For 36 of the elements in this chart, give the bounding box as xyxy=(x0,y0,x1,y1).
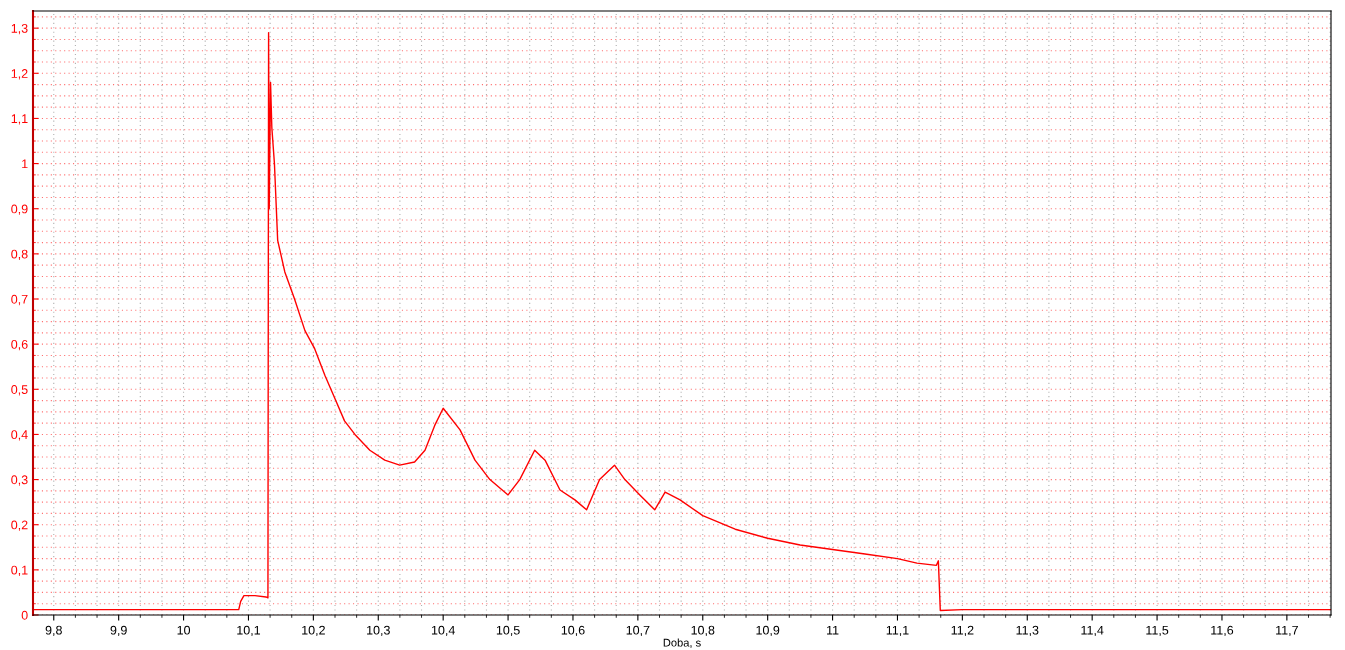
x-tick-label: 11,1 xyxy=(886,625,909,637)
x-tick-label: 10,4 xyxy=(431,625,455,637)
x-tick-label: 11,6 xyxy=(1211,625,1234,637)
y-tick-label: 0,9 xyxy=(11,204,28,215)
x-tick-label: 10,6 xyxy=(561,625,585,637)
x-tick-label: 11 xyxy=(827,625,839,635)
x-tick-label: 11,7 xyxy=(1276,625,1298,637)
x-tick-label: 10,8 xyxy=(691,625,715,637)
x-tick-label: 10,9 xyxy=(756,625,780,637)
y-tick-label: 0,3 xyxy=(11,475,28,486)
y-tick-label: 0 xyxy=(21,610,28,620)
y-tick-label: 0,2 xyxy=(11,520,28,531)
x-axis-title: Doba, s xyxy=(663,638,701,648)
x-tick-label: 10 xyxy=(177,625,191,635)
line-series xyxy=(33,31,1331,612)
x-tick-label: 10,7 xyxy=(626,625,650,637)
x-tick-label: 11,3 xyxy=(1016,625,1039,637)
y-tick-label: 1,3 xyxy=(11,23,28,35)
y-tick-label: 0,4 xyxy=(11,430,28,441)
y-tick-label: 0,8 xyxy=(11,249,28,260)
y-tick-label: 1,1 xyxy=(11,114,28,125)
x-tick-label: 10,1 xyxy=(237,625,261,637)
x-tick-label: 10,5 xyxy=(496,625,520,637)
x-tick-label: 10,3 xyxy=(367,625,390,637)
x-tick-label: 11,4 xyxy=(1081,625,1104,637)
x-tick-label: 10,2 xyxy=(302,625,325,637)
y-tick-label: 1,2 xyxy=(11,69,28,80)
y-tick-label: 0,7 xyxy=(11,294,28,306)
x-tick-label: 9,8 xyxy=(45,625,62,637)
y-tick-label: 1 xyxy=(22,159,28,169)
x-tick-label: 11,2 xyxy=(951,625,974,637)
x-tick-label: 9,9 xyxy=(110,625,127,637)
y-tick-label: 0,6 xyxy=(11,339,28,351)
x-tick-label: 11,5 xyxy=(1146,625,1169,637)
y-tick-label: 0,1 xyxy=(11,565,28,576)
y-tick-label: 0,5 xyxy=(11,385,28,396)
